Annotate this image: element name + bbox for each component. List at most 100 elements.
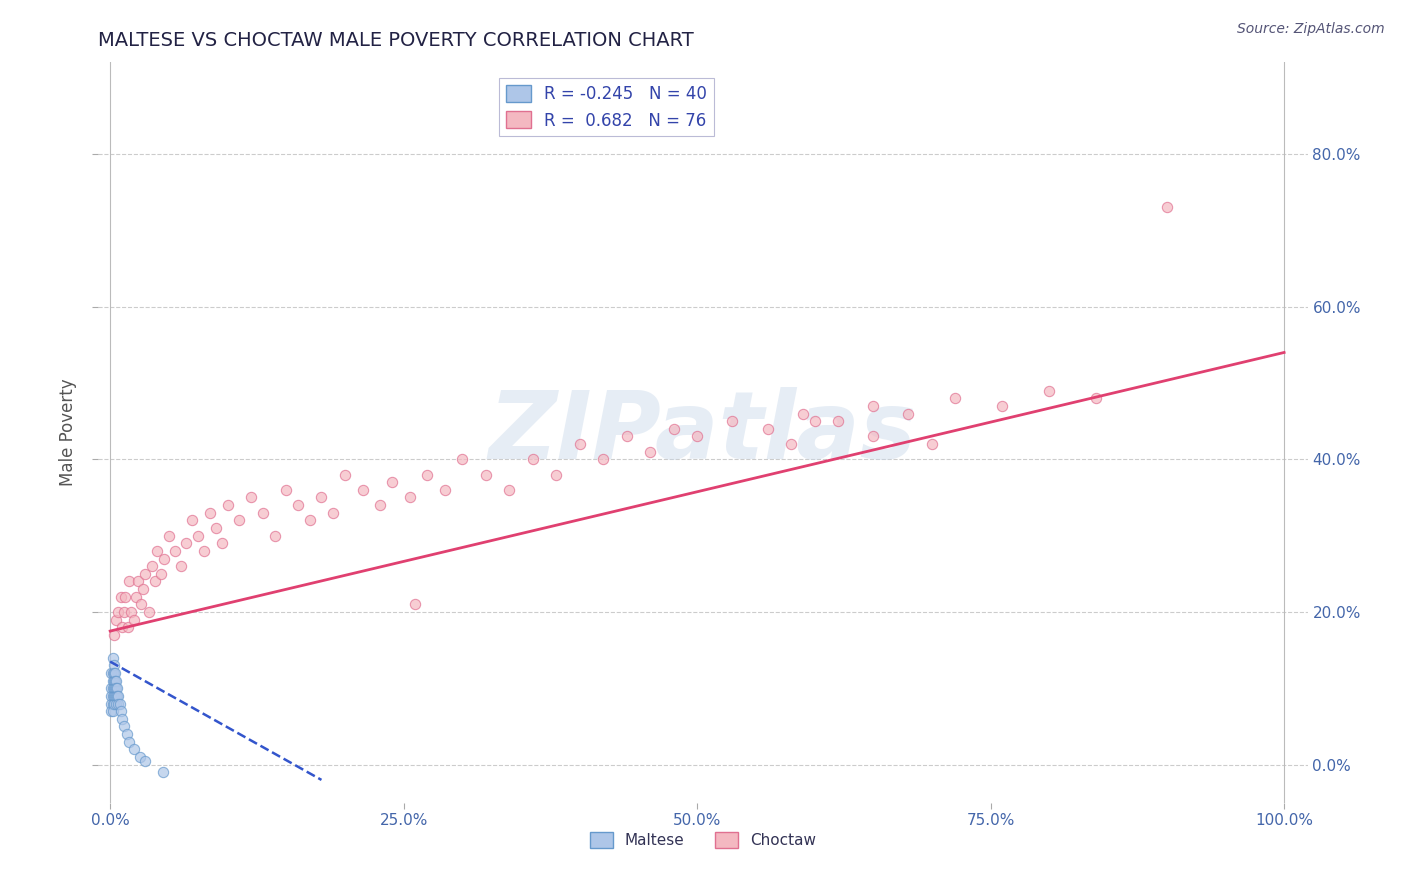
Point: [381, 475, 404, 490]
Point: [146, 544, 169, 558]
Point: [404, 598, 426, 612]
Point: [132, 582, 155, 596]
Point: [107, 697, 129, 711]
Point: [103, 689, 125, 703]
Point: [451, 452, 474, 467]
Point: [416, 467, 439, 482]
Point: [103, 673, 125, 688]
Point: [127, 574, 149, 589]
Point: [129, 598, 152, 612]
Point: [110, 704, 132, 718]
Point: [368, 498, 391, 512]
Point: [568, 437, 591, 451]
Text: MALTESE VS CHOCTAW MALE POVERTY CORRELATION CHART: MALTESE VS CHOCTAW MALE POVERTY CORRELAT…: [98, 30, 695, 50]
Point: [945, 391, 967, 405]
Point: [686, 429, 709, 443]
Point: [103, 666, 125, 681]
Point: [111, 620, 134, 634]
Point: [176, 536, 198, 550]
Point: [228, 513, 250, 527]
Point: [157, 529, 180, 543]
Point: [103, 658, 125, 673]
Point: [134, 566, 156, 581]
Point: [780, 437, 803, 451]
Point: [122, 742, 145, 756]
Point: [100, 704, 122, 718]
Point: [756, 422, 779, 436]
Point: [1038, 384, 1060, 398]
Point: [105, 613, 128, 627]
Point: [522, 452, 544, 467]
Point: [101, 650, 124, 665]
Point: [104, 666, 127, 681]
Point: [204, 521, 226, 535]
Point: [240, 491, 263, 505]
Point: [100, 681, 122, 696]
Point: [105, 689, 128, 703]
Point: [276, 483, 298, 497]
Point: [398, 491, 420, 505]
Point: [198, 506, 221, 520]
Point: [111, 712, 134, 726]
Point: [187, 529, 209, 543]
Point: [592, 452, 614, 467]
Point: [105, 681, 128, 696]
Point: [105, 689, 128, 703]
Point: [128, 750, 150, 764]
Point: [546, 467, 568, 482]
Legend: Maltese, Choctaw: Maltese, Choctaw: [583, 826, 823, 855]
Point: [287, 498, 309, 512]
Point: [662, 422, 685, 436]
Point: [616, 429, 638, 443]
Point: [100, 689, 122, 703]
Point: [125, 590, 148, 604]
Point: [1156, 201, 1178, 215]
Point: [103, 697, 125, 711]
Point: [107, 605, 129, 619]
Point: [112, 719, 135, 733]
Point: [211, 536, 233, 550]
Point: [103, 681, 125, 696]
Point: [101, 673, 124, 688]
Point: [122, 613, 145, 627]
Point: [117, 620, 139, 634]
Point: [101, 697, 124, 711]
Point: [143, 574, 166, 589]
Point: [921, 437, 943, 451]
Point: [108, 697, 131, 711]
Y-axis label: Male Poverty: Male Poverty: [59, 379, 77, 486]
Point: [100, 666, 122, 681]
Point: [101, 704, 124, 718]
Point: [149, 566, 172, 581]
Point: [181, 513, 204, 527]
Point: [433, 483, 456, 497]
Point: [897, 407, 920, 421]
Point: [827, 414, 849, 428]
Point: [134, 754, 156, 768]
Point: [141, 559, 163, 574]
Point: [217, 498, 239, 512]
Point: [638, 444, 661, 458]
Point: [118, 735, 141, 749]
Point: [107, 689, 129, 703]
Point: [105, 681, 128, 696]
Point: [105, 697, 128, 711]
Point: [138, 605, 160, 619]
Point: [103, 628, 125, 642]
Point: [118, 574, 141, 589]
Point: [475, 467, 498, 482]
Point: [862, 399, 884, 413]
Point: [311, 491, 333, 505]
Point: [115, 727, 138, 741]
Point: [112, 605, 135, 619]
Point: [352, 483, 374, 497]
Point: [120, 605, 142, 619]
Point: [152, 765, 174, 780]
Point: [263, 529, 285, 543]
Point: [100, 697, 122, 711]
Point: [101, 666, 124, 681]
Point: [862, 429, 884, 443]
Text: Source: ZipAtlas.com: Source: ZipAtlas.com: [1237, 22, 1385, 37]
Point: [105, 673, 128, 688]
Point: [498, 483, 520, 497]
